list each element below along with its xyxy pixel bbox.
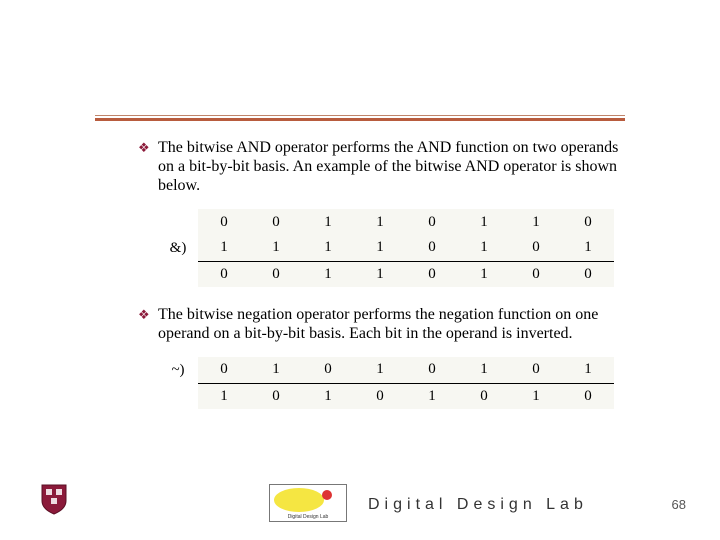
op-cell [158, 209, 198, 235]
op-cell: ~) [158, 357, 198, 383]
bullet-not: ❖ The bitwise negation operator performs… [138, 305, 628, 343]
op-cell [158, 261, 198, 287]
table-row: 1 0 1 0 1 0 1 0 [158, 383, 614, 409]
diamond-bullet-icon: ❖ [138, 138, 152, 195]
shield-icon [40, 483, 68, 520]
bullet-and: ❖ The bitwise AND operator performs the … [138, 138, 628, 195]
slide-footer: Digital Design Lab Digital Design Lab 68 [0, 482, 720, 522]
page-number: 68 [672, 497, 686, 512]
footer-lab-text: Digital Design Lab [368, 496, 588, 514]
header-rule [95, 115, 625, 121]
not-table: ~) 0 1 0 1 0 1 0 1 1 0 1 0 1 0 1 0 [158, 357, 628, 409]
op-cell [158, 383, 198, 409]
table-row: 0 0 1 1 0 1 0 0 [158, 261, 614, 287]
diamond-bullet-icon: ❖ [138, 305, 152, 343]
and-table: 0 0 1 1 0 1 1 0 &) 1 1 1 1 0 1 0 1 [158, 209, 628, 287]
op-cell: &) [158, 235, 198, 261]
table-row: ~) 0 1 0 1 0 1 0 1 [158, 357, 614, 383]
table-row: &) 1 1 1 1 0 1 0 1 [158, 235, 614, 261]
table-row: 0 0 1 1 0 1 1 0 [158, 209, 614, 235]
logo-caption: Digital Design Lab [270, 514, 346, 520]
slide-content: ❖ The bitwise AND operator performs the … [138, 138, 628, 427]
bullet-text: The bitwise negation operator performs t… [152, 305, 628, 343]
lab-logo-icon: Digital Design Lab [269, 484, 347, 522]
bullet-text: The bitwise AND operator performs the AN… [152, 138, 628, 195]
